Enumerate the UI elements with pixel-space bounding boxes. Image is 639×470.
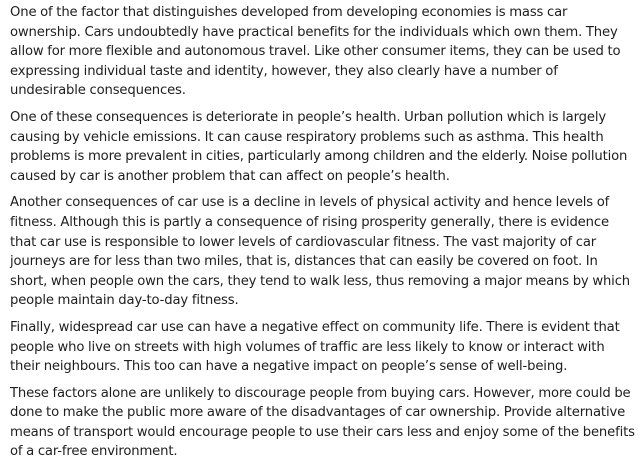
paragraph-community: Finally, widespread car use can have a n…	[10, 319, 620, 375]
paragraph-health: One of these consequences is deteriorate…	[10, 109, 628, 184]
paragraph-conclusion: These factors alone are unlikely to disc…	[10, 385, 635, 460]
paragraph-fitness: Another consequences of car use is a dec…	[10, 195, 630, 309]
paragraph-intro: One of the factor that distinguishes dev…	[10, 5, 621, 99]
essay-document: One of the factor that distinguishes dev…	[10, 3, 636, 469]
